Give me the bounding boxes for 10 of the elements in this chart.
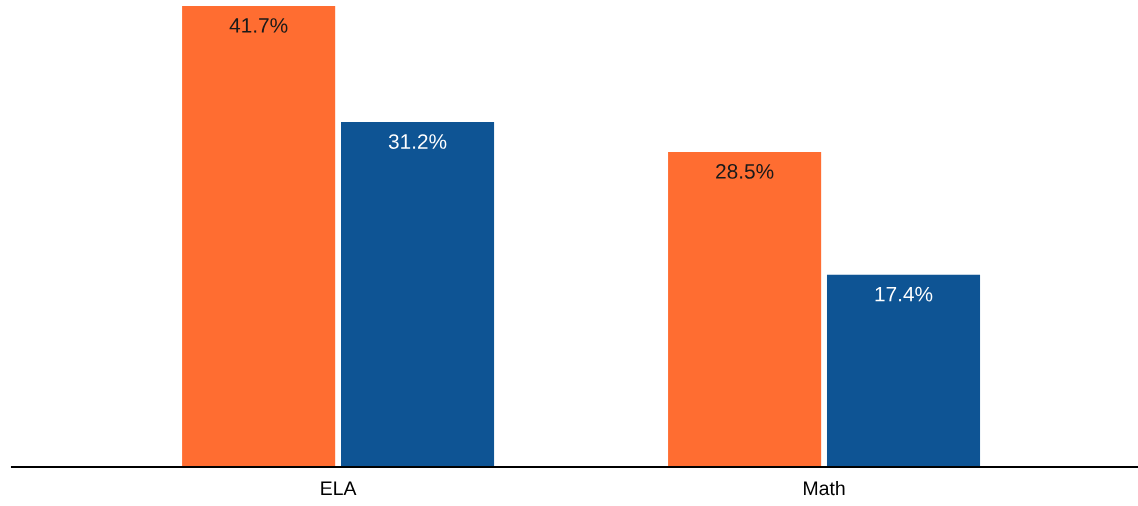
data-label: 17.4%: [875, 286, 933, 302]
x-tick-label: Math: [804, 480, 845, 496]
bar: [341, 122, 495, 467]
x-tick-label: ELA: [321, 481, 357, 495]
bar: [182, 5, 336, 467]
bar: [668, 151, 822, 467]
data-label: 31.2%: [388, 134, 447, 149]
data-label: 28.5%: [716, 164, 774, 179]
data-label: 41.7%: [229, 18, 288, 33]
bar: [826, 274, 981, 467]
